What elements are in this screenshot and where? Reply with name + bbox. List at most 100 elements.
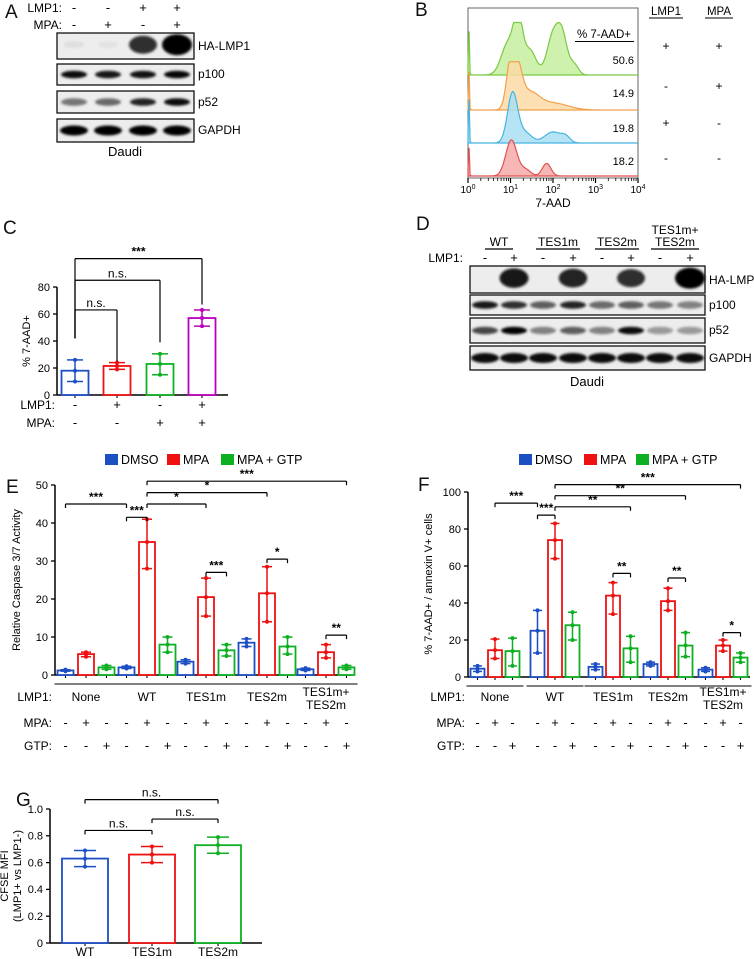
sig-label: *** bbox=[240, 467, 254, 481]
blot-band bbox=[471, 353, 499, 363]
sig-label: n.s. bbox=[142, 786, 161, 800]
y-axis-label: % 7-AAD+ / annexin V+ cells bbox=[423, 513, 435, 655]
bar-group-g-1 bbox=[128, 844, 176, 944]
sig-bracket: n.s. bbox=[84, 786, 219, 804]
data-point bbox=[324, 655, 328, 660]
panel-label-g: G bbox=[16, 790, 31, 811]
bar-group-e-13 bbox=[317, 642, 335, 676]
bar-group-f-2 bbox=[504, 636, 521, 678]
sig-bracket: ** bbox=[554, 493, 632, 511]
blot-label: p100 bbox=[709, 298, 736, 312]
condition-symbol: - bbox=[570, 715, 574, 730]
data-point bbox=[593, 662, 598, 667]
data-point bbox=[158, 361, 162, 366]
pct-value: 50.6 bbox=[613, 55, 634, 67]
y-tick-label: 20 bbox=[449, 635, 461, 647]
blot-band bbox=[646, 353, 674, 363]
data-point bbox=[510, 636, 515, 641]
x-tick-label: 102 bbox=[545, 184, 560, 196]
data-point bbox=[124, 664, 129, 669]
blot-band bbox=[162, 34, 192, 56]
blot-band bbox=[130, 70, 156, 79]
group-label: WT bbox=[490, 235, 509, 249]
data-point bbox=[224, 654, 229, 658]
flow-curve-red bbox=[467, 139, 638, 177]
group-label: None bbox=[72, 690, 101, 704]
pct-value: 19.8 bbox=[613, 123, 634, 135]
legend-label: MPA bbox=[183, 453, 210, 467]
blot-band bbox=[61, 70, 87, 79]
data-point bbox=[216, 835, 220, 840]
legend-swatch bbox=[221, 454, 234, 465]
condition-row-label: GTP: bbox=[437, 739, 465, 753]
data-point bbox=[150, 860, 154, 865]
condition-symbol: - bbox=[717, 116, 721, 130]
data-point bbox=[73, 379, 77, 384]
condition-row-label: GTP: bbox=[24, 739, 52, 753]
data-point bbox=[628, 660, 633, 665]
y-tick-label: 60 bbox=[38, 309, 50, 321]
group-label: None bbox=[481, 690, 510, 704]
data-point bbox=[145, 566, 149, 571]
bar-group-f-4 bbox=[547, 521, 563, 678]
condition-symbol: + bbox=[198, 397, 206, 412]
condition-symbol: - bbox=[493, 738, 497, 753]
condition-symbol: - bbox=[265, 738, 269, 753]
blot-box bbox=[56, 118, 195, 143]
y-tick-label: 50 bbox=[36, 480, 48, 492]
condition-symbol: - bbox=[658, 250, 662, 265]
condition-symbol: + bbox=[223, 738, 231, 753]
condition-symbol: + bbox=[551, 715, 559, 730]
data-point bbox=[611, 612, 615, 617]
data-point bbox=[83, 856, 87, 861]
bar-group-e-5 bbox=[158, 635, 177, 676]
panel-g-chart: 0 0.2 0.4 0.6 0.8 1.0 CFSE MFI (LMP1+ vs LMP1-)… bbox=[0, 786, 262, 959]
condition-symbol: + bbox=[662, 116, 669, 130]
condition-symbol: - bbox=[63, 715, 67, 730]
y-tick-label: 20 bbox=[38, 363, 50, 375]
blot-band bbox=[558, 268, 588, 288]
blot-band bbox=[588, 353, 616, 363]
data-point bbox=[216, 851, 220, 856]
blot-band bbox=[618, 326, 644, 335]
data-point bbox=[510, 663, 515, 668]
data-point bbox=[628, 646, 633, 651]
data-point bbox=[593, 667, 598, 672]
sig-label: *** bbox=[89, 490, 103, 504]
condition-symbol: - bbox=[664, 151, 668, 165]
data-point bbox=[535, 650, 540, 655]
legend-swatch bbox=[167, 454, 180, 465]
sig-bracket: *** bbox=[125, 503, 148, 522]
bar-group-f-10 bbox=[660, 586, 676, 678]
sig-bracket: n.s. bbox=[151, 805, 219, 824]
blot-label: p52 bbox=[198, 95, 218, 109]
sig-label: *** bbox=[539, 501, 553, 515]
y-tick-label: 0.6 bbox=[28, 857, 43, 869]
sig-label: n.s. bbox=[108, 266, 127, 280]
condition-symbol: + bbox=[139, 0, 147, 15]
data-point bbox=[115, 367, 119, 372]
data-point bbox=[244, 640, 249, 645]
group-label: TES1m+ bbox=[302, 685, 349, 699]
y-tick-label: 0 bbox=[455, 672, 461, 684]
y-tick-label: 60 bbox=[449, 561, 461, 573]
condition-symbol: + bbox=[284, 738, 292, 753]
bar-group-f-1 bbox=[487, 637, 503, 678]
condition-symbol: + bbox=[173, 17, 181, 32]
condition-symbol: - bbox=[141, 17, 145, 32]
bar-group-e-7 bbox=[197, 576, 215, 676]
condition-symbol: - bbox=[244, 715, 248, 730]
condition-symbol: + bbox=[103, 738, 111, 753]
data-point bbox=[666, 599, 670, 604]
column-header-mpa: MPA bbox=[707, 6, 731, 18]
condition-symbol: - bbox=[600, 250, 604, 265]
panel-label-c: C bbox=[3, 218, 17, 239]
condition-symbol: - bbox=[664, 79, 668, 93]
blot-band bbox=[94, 125, 122, 136]
condition-symbol: + bbox=[491, 715, 499, 730]
data-point bbox=[244, 644, 249, 649]
data-point bbox=[285, 635, 290, 639]
sig-bracket: * bbox=[266, 545, 289, 564]
data-point bbox=[683, 654, 688, 659]
